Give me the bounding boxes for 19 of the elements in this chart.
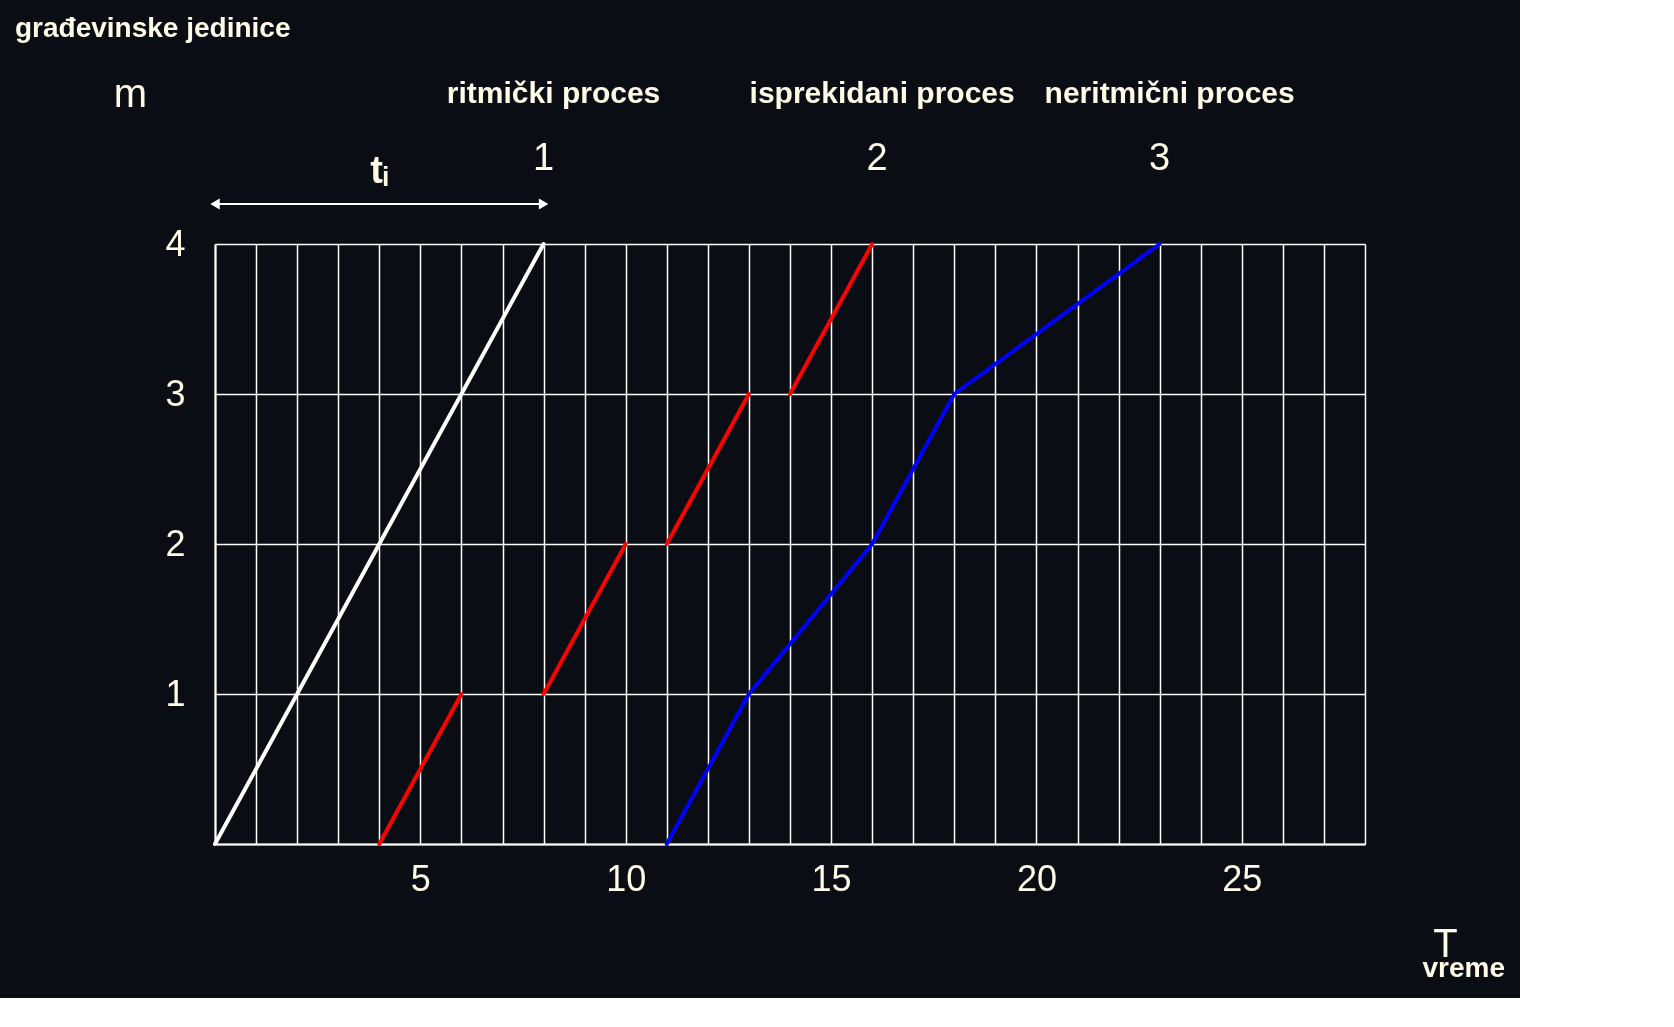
line-series xyxy=(664,242,1162,846)
y-tick-label: 2 xyxy=(165,522,186,564)
y-tick-label: 4 xyxy=(165,222,186,264)
y-tick-label: 3 xyxy=(165,372,186,414)
text: građevinske jedinice xyxy=(15,12,291,43)
text: tᵢ xyxy=(370,149,389,191)
y-axis-title: m xyxy=(113,70,148,115)
text: 1 xyxy=(533,136,555,178)
text: ritmički proces xyxy=(446,76,661,109)
text: 2 xyxy=(866,136,888,178)
text: isprekidani proces xyxy=(749,76,1015,109)
x-tick-label: 15 xyxy=(811,857,852,899)
x-tick-label: 5 xyxy=(410,857,431,899)
text: 3 xyxy=(1149,136,1171,178)
y-tick-label: 1 xyxy=(165,672,186,714)
text: neritmični proces xyxy=(1044,76,1295,109)
x-tick-label: 20 xyxy=(1016,857,1057,899)
x-tick-label: 25 xyxy=(1222,857,1263,899)
x-tick-label: 10 xyxy=(606,857,647,899)
